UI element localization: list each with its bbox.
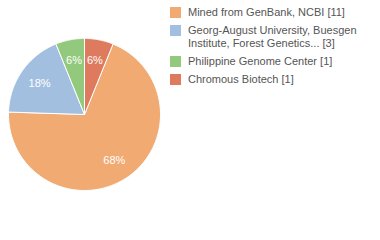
svg-text:6%: 6%	[66, 54, 82, 66]
html-text:Georg-August University, Buesg: Georg-August University, Buesgen Institu…	[188, 24, 357, 49]
svg-text:18%: 18%	[29, 77, 51, 89]
svg-text:68%: 68%	[103, 154, 125, 166]
svg-text:6%: 6%	[87, 54, 103, 66]
html-text:Mined from GenBank, NCBI [11]: Mined from GenBank, NCBI [11]	[188, 6, 345, 18]
html-text:Philippine Genome Center [1]: Philippine Genome Center [1]	[188, 55, 333, 67]
html-text:Chromous Biotech [1]: Chromous Biotech [1]	[188, 73, 294, 85]
